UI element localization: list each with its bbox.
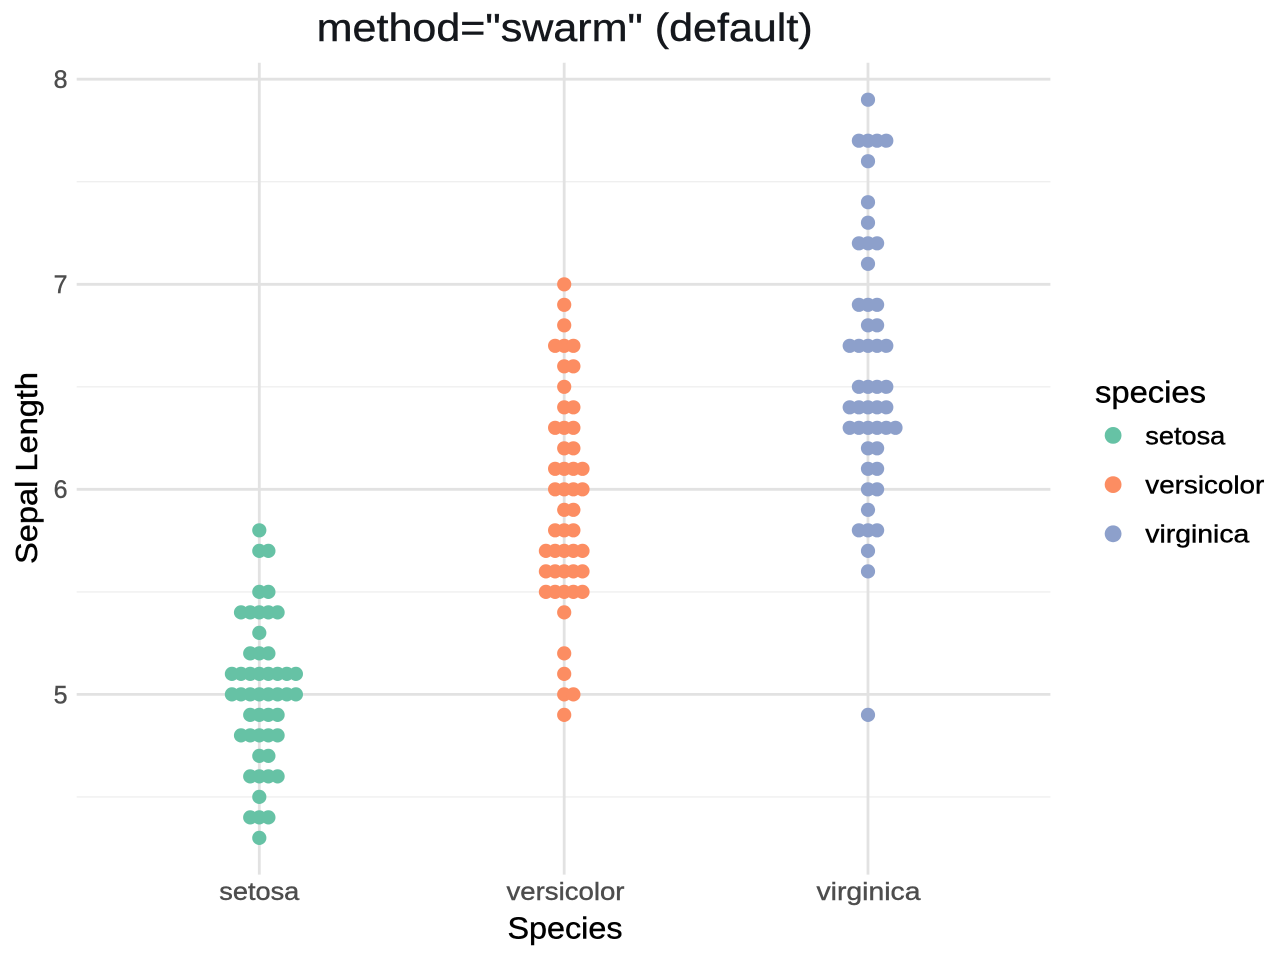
svg-text:8: 8 [54,66,68,94]
svg-text:method="swarm" (default): method="swarm" (default) [317,7,813,50]
svg-text:setosa: setosa [219,878,299,906]
svg-text:virginica: virginica [817,878,921,906]
svg-text:virginica: virginica [1145,521,1249,549]
svg-text:5: 5 [54,681,68,709]
svg-text:7: 7 [54,271,68,299]
svg-text:species: species [1095,376,1206,410]
svg-text:6: 6 [54,476,68,504]
svg-text:versicolor: versicolor [507,878,625,906]
svg-text:setosa: setosa [1145,422,1225,450]
svg-text:Sepal Length: Sepal Length [10,372,44,564]
svg-text:versicolor: versicolor [1145,472,1264,500]
svg-text:Species: Species [508,912,623,946]
